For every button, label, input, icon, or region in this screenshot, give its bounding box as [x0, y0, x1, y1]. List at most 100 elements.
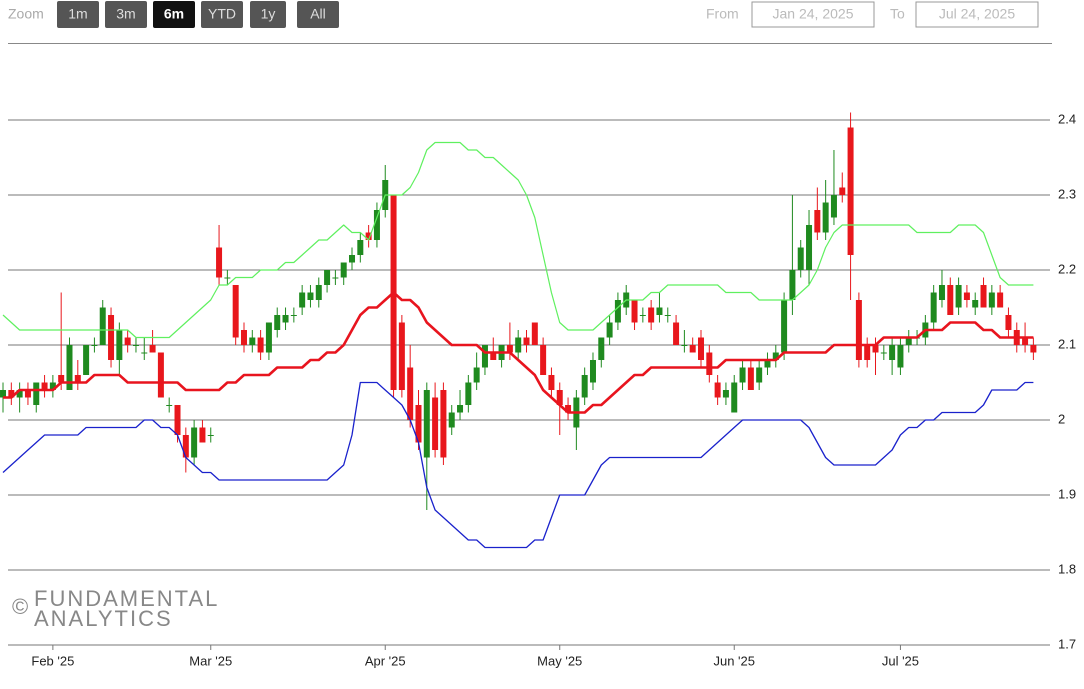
zoom-button-label: All [310, 6, 326, 22]
candle-body [216, 247, 223, 278]
candle-body [997, 292, 1004, 308]
candle-body [473, 367, 480, 383]
candle-body [332, 277, 339, 279]
candle-body [565, 405, 572, 413]
zoom-button[interactable] [201, 1, 243, 28]
zoom-button-label: 6m [164, 6, 184, 22]
x-tick-label: May '25 [537, 653, 582, 668]
candle-body [830, 195, 837, 218]
candle-body [988, 292, 995, 308]
from-input[interactable] [751, 1, 875, 28]
candle-body [8, 390, 15, 398]
candle-body [66, 345, 73, 390]
y-tick-label: 2.1 [1058, 336, 1076, 351]
candle-body [373, 210, 380, 240]
candle-body [224, 277, 231, 279]
zoom-buttons: 1m 3m 6m YTD 1y All [57, 1, 339, 28]
x-tick-label: Jun '25 [713, 653, 755, 668]
candle-body [963, 292, 970, 300]
candle-body [731, 382, 738, 413]
zoom-button[interactable] [297, 1, 339, 28]
candle-body [681, 345, 688, 346]
candle-body [880, 352, 887, 354]
candle-body [141, 352, 148, 354]
candle-body [83, 345, 90, 375]
candle-body [124, 337, 131, 345]
candle-body [324, 270, 331, 285]
candle-body [772, 352, 779, 360]
candle-body [714, 382, 721, 398]
candle-body [166, 405, 173, 406]
candle-body [398, 322, 405, 390]
band-line [3, 291, 1034, 414]
candle-body [706, 352, 713, 375]
candle-body [781, 300, 788, 353]
candle-body [789, 270, 796, 300]
candle-body [249, 337, 256, 345]
zoom-button-label: 1y [261, 6, 276, 22]
candle-body [157, 352, 164, 398]
candle-body [74, 375, 81, 383]
candle-body [747, 367, 754, 390]
candle-body [698, 337, 705, 360]
candle-body [191, 427, 198, 458]
zoom-button[interactable] [105, 1, 147, 28]
zoom-button[interactable] [57, 1, 99, 28]
watermark-line2: ANALYTICS [34, 606, 173, 631]
candle-body [689, 345, 696, 353]
candle-body [656, 307, 663, 315]
candle-body [739, 367, 746, 383]
x-tick-label: Apr '25 [365, 653, 406, 668]
band-line [2, 141, 1034, 339]
candle-body [506, 345, 513, 353]
candle-body [980, 285, 987, 308]
zoom-label: Zoom [8, 6, 44, 22]
candle-body [523, 337, 530, 345]
candle-body [639, 315, 646, 316]
x-tick-label: Jul '25 [882, 653, 919, 668]
candle-body [307, 292, 314, 300]
candle-body [673, 322, 680, 345]
candle-body [540, 345, 547, 375]
zoom-button[interactable] [153, 1, 195, 28]
candle-body [49, 382, 56, 390]
candle-body [598, 337, 605, 360]
from-date: Jan 24, 2025 [773, 6, 854, 22]
candle-body [955, 285, 962, 308]
candle-body [290, 315, 297, 316]
y-tick-label: 1.9 [1058, 486, 1076, 501]
to-date: Jul 24, 2025 [939, 6, 1015, 22]
candle-body [814, 210, 821, 233]
candle-body [274, 315, 281, 330]
candle-body [0, 390, 7, 398]
y-tick-label: 1.7 [1058, 636, 1076, 651]
candle-body [240, 330, 247, 345]
candle-body [722, 390, 729, 398]
candle-body [581, 375, 588, 398]
candle-body [465, 382, 472, 405]
candle-body [764, 360, 771, 368]
from-label: From [706, 6, 739, 22]
candle-body [299, 292, 306, 308]
candle-body [182, 435, 189, 458]
candle-body [423, 390, 430, 458]
y-tick-label: 2 [1058, 411, 1065, 426]
candle-body [839, 187, 846, 195]
candle-body [91, 345, 98, 346]
watermark-line1: FUNDAMENTAL [34, 586, 219, 611]
candle-body [481, 345, 488, 368]
candle-body [806, 225, 813, 270]
candle-body [16, 390, 23, 398]
to-input[interactable] [915, 1, 1039, 28]
candle-body [515, 337, 522, 353]
candle-body [664, 315, 671, 316]
candle-body [822, 202, 829, 233]
candle-body [457, 405, 464, 413]
candle-body [432, 397, 439, 450]
candle-body [199, 427, 206, 443]
candle-body [490, 352, 497, 360]
zoom-button[interactable] [250, 1, 286, 28]
candle-body [265, 322, 272, 353]
